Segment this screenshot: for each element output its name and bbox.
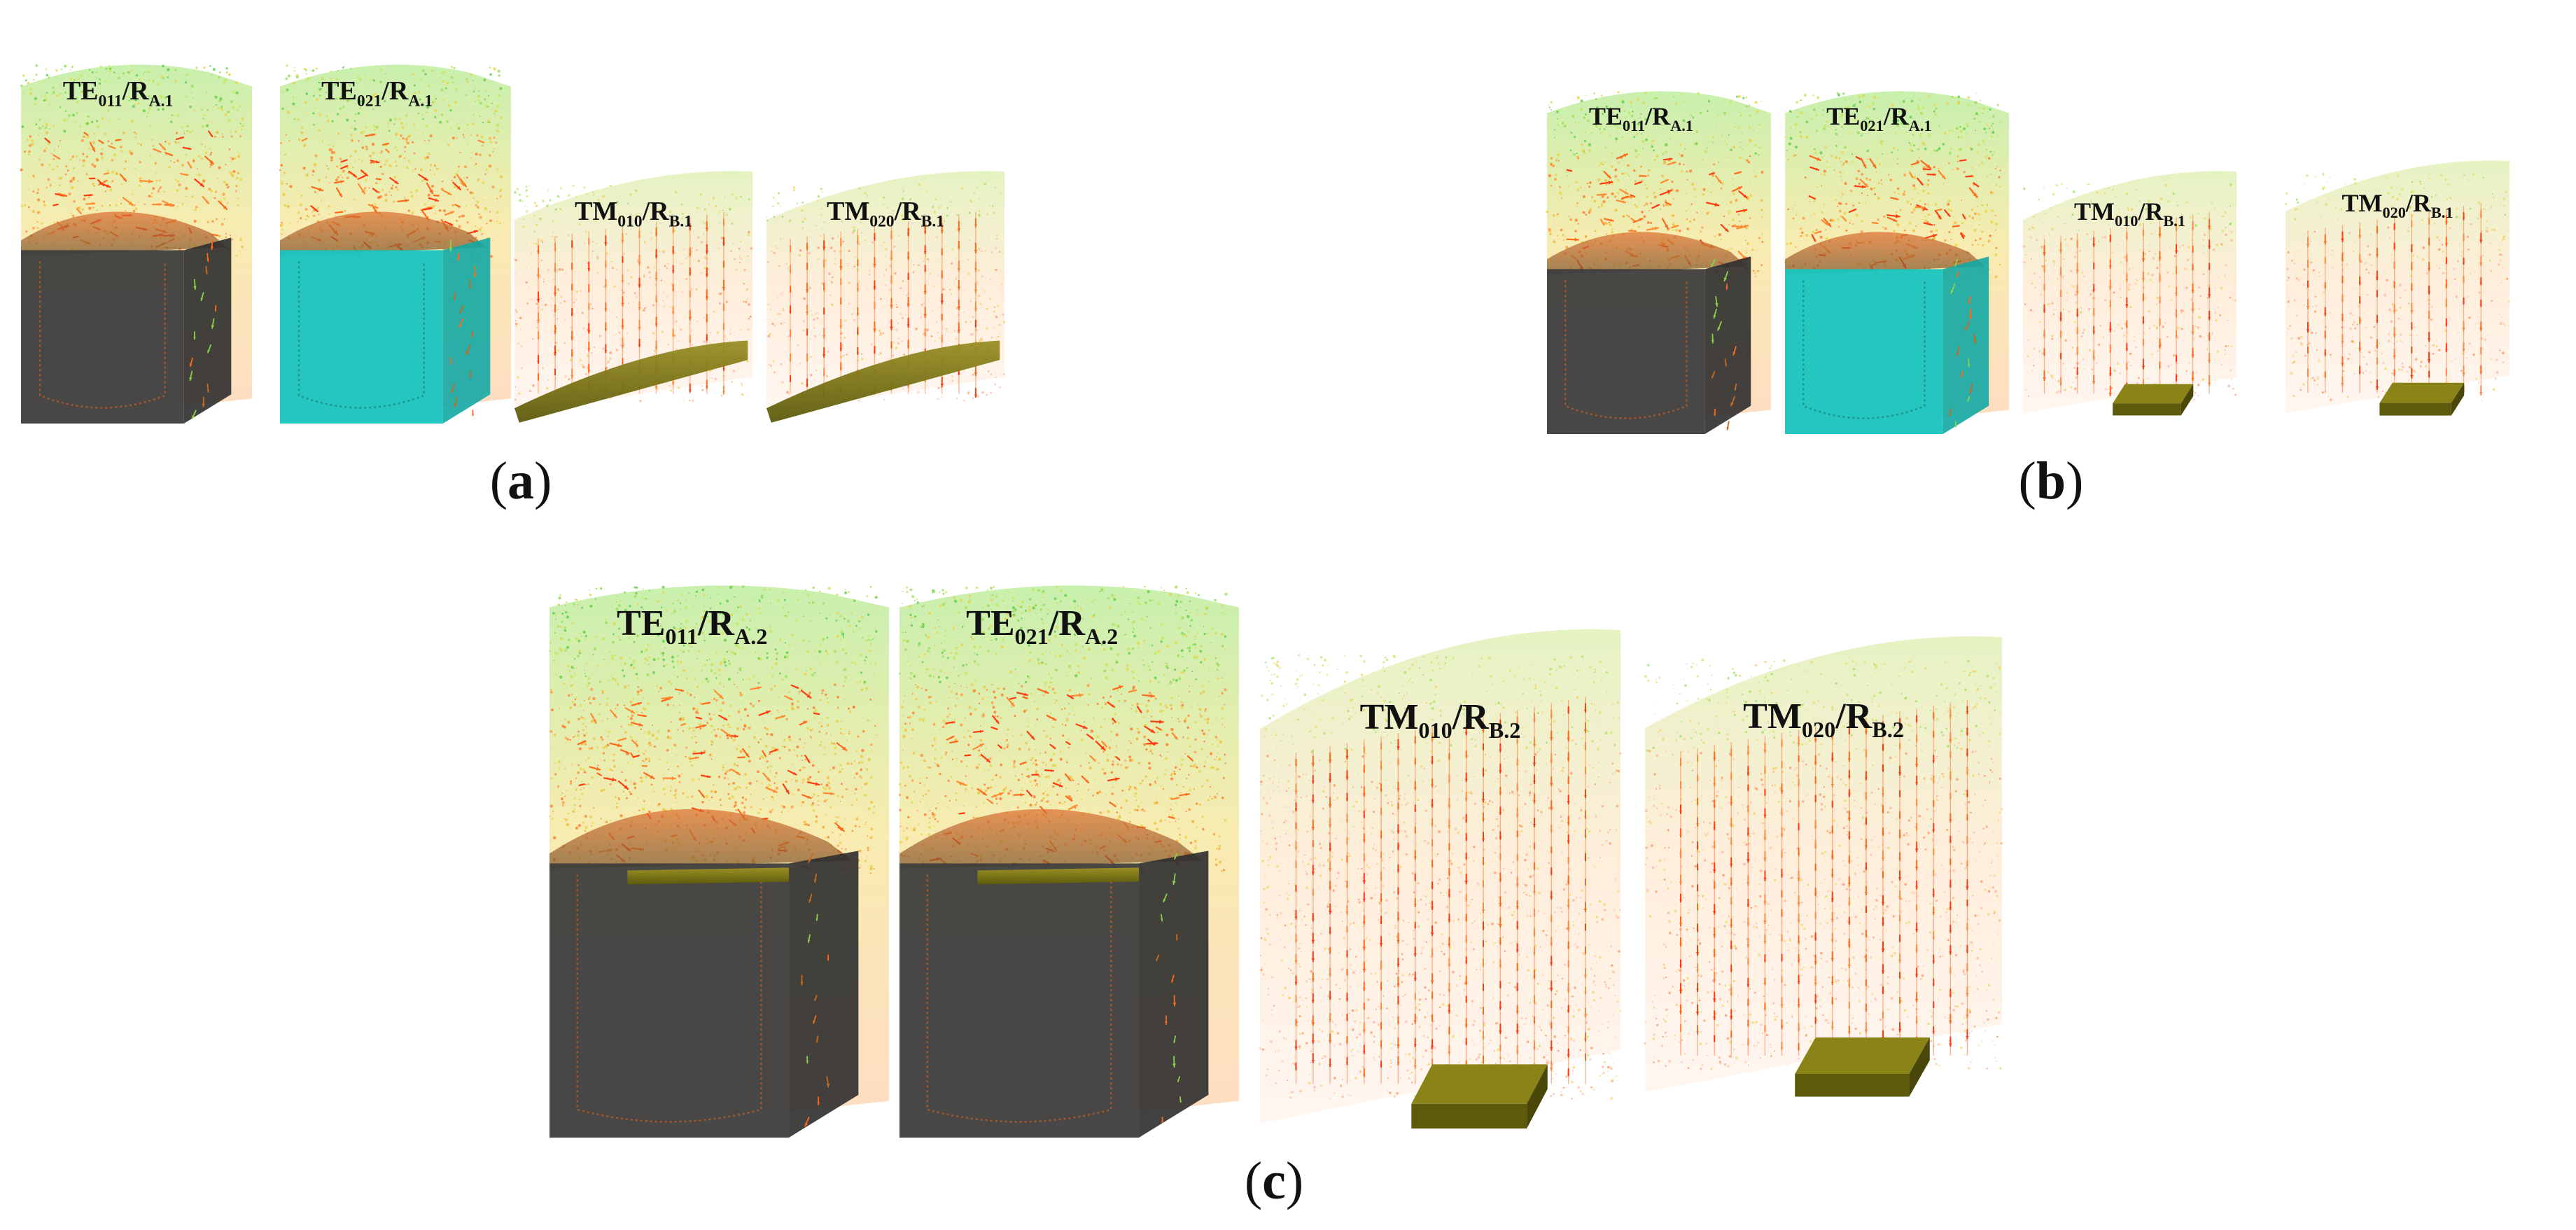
mode-label: TM020/RB.2 — [1743, 697, 1904, 742]
mode-b-4: TM020/RB.1 — [2285, 160, 2510, 416]
panel-b: TE011/RA.1 TE021/RA.1 TM010/RB.1 TM020/R… — [1546, 91, 2510, 510]
mode-b-2: TE021/RA.1 — [1784, 91, 2009, 434]
mode-label: TE011/RA.1 — [63, 76, 174, 111]
field-loop — [1564, 280, 1688, 419]
panel-label-c: (c) — [1245, 1152, 1303, 1210]
dielectric-side — [1942, 256, 1989, 434]
field-wall — [2286, 160, 2510, 413]
mode-label: TM010/RB.1 — [2074, 197, 2185, 230]
mode-b-1: TE011/RA.1 — [1546, 91, 1771, 434]
dielectric-front — [899, 863, 1140, 1138]
mode-label: TE021/RA.1 — [1826, 102, 1931, 134]
mode-label: TE011/RA.1 — [1589, 102, 1693, 134]
field-loop — [926, 874, 1112, 1123]
metal-patch-top — [2379, 382, 2465, 403]
metal-patch — [514, 340, 748, 423]
dielectric-front — [280, 250, 443, 424]
metal-patch-front — [2113, 403, 2181, 416]
metal-patch-top — [1795, 1037, 1930, 1074]
metal-patch — [766, 340, 1000, 423]
dielectric-front — [550, 863, 790, 1138]
metal-patch-front — [2379, 403, 2451, 416]
panel-label-a: (a) — [490, 452, 552, 510]
field-cap — [550, 809, 853, 869]
metal-patch-side — [2451, 382, 2465, 416]
mode-label: TM020/RB.1 — [2342, 189, 2453, 221]
mode-label: TE021/RA.1 — [321, 76, 433, 111]
field-cap — [21, 211, 227, 256]
metal-patch-side — [1909, 1037, 1930, 1097]
dielectric-front — [21, 250, 184, 424]
metal-patch-front — [1795, 1074, 1910, 1097]
field-loop — [1802, 280, 1926, 419]
metal-patch-front — [1411, 1103, 1527, 1129]
metal-patch — [627, 867, 790, 885]
mode-label: TM010/RB.2 — [1360, 697, 1521, 743]
mode-a-1: TE011/RA.1 — [20, 64, 252, 424]
mode-c-3: TM010/RB.2 — [1259, 629, 1622, 1129]
mode-a-4: TM020/RB.1 — [766, 171, 1006, 423]
field-wall — [1645, 636, 2002, 1092]
dielectric-front — [1785, 269, 1943, 434]
mode-label: TE011/RA.2 — [617, 603, 767, 649]
metal-patch-top — [2113, 384, 2194, 404]
mode-a-3: TM010/RB.1 — [513, 171, 753, 423]
mode-a-2: TE021/RA.1 — [279, 64, 511, 424]
dielectric-side — [789, 851, 859, 1138]
mode-c-4: TM020/RB.2 — [1644, 636, 2003, 1097]
field-loop — [38, 261, 166, 409]
metal-patch-side — [1527, 1064, 1548, 1129]
mode-label: TM020/RB.1 — [827, 197, 944, 231]
field-cap — [1547, 232, 1747, 275]
mode-b-3: TM010/RB.1 — [2022, 171, 2236, 416]
field-cap — [899, 809, 1203, 869]
field-wall — [1260, 629, 1620, 1124]
field-cap — [1785, 232, 1985, 275]
mode-label: TE021/RA.2 — [966, 603, 1118, 649]
panel-c: TE011/RA.2 TE021/RA.2 TM010/RB.2 TM020/R… — [549, 585, 2003, 1210]
dielectric-side — [1139, 851, 1209, 1138]
field-cap — [280, 211, 486, 256]
panel-a: TE011/RA.1 TE021/RA.1 TM010/RB.1 TM020/R… — [20, 64, 1006, 510]
metal-patch — [977, 867, 1140, 885]
metal-patch-top — [1411, 1064, 1548, 1104]
dielectric-front — [1547, 269, 1705, 434]
field-loop — [298, 261, 425, 409]
field-loop — [576, 874, 762, 1123]
mode-c-2: TE021/RA.2 — [898, 585, 1239, 1138]
mode-label: TM010/RB.1 — [575, 197, 692, 231]
mode-c-1: TE011/RA.2 — [549, 585, 889, 1138]
panel-label-b: (b) — [2019, 452, 2084, 510]
dielectric-side — [1704, 256, 1751, 434]
field-wall — [2023, 171, 2236, 414]
metal-patch-side — [2180, 384, 2194, 416]
dielectric-side — [183, 237, 232, 424]
dielectric-side — [442, 237, 491, 424]
